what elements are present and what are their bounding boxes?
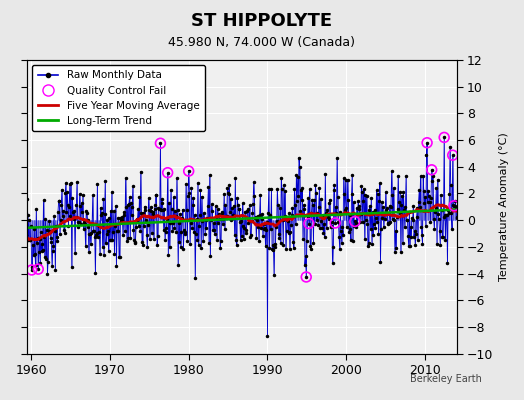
Long-Term Trend: [92, 222, 98, 227]
Long-Term Trend: [419, 209, 425, 214]
Quality Control Fail: [156, 140, 165, 146]
Quality Control Fail: [302, 274, 310, 280]
Quality Control Fail: [331, 220, 340, 226]
Text: 45.980 N, 74.000 W (Canada): 45.980 N, 74.000 W (Canada): [169, 36, 355, 49]
Long-Term Trend: [32, 225, 39, 230]
Quality Control Fail: [423, 140, 431, 146]
Long-Term Trend: [20, 226, 26, 230]
Five Year Moving Average: [92, 222, 99, 226]
Five Year Moving Average: [461, 206, 467, 210]
Five Year Moving Average: [165, 215, 171, 220]
Raw Monthly Data: [32, 263, 39, 268]
Raw Monthly Data: [420, 174, 427, 179]
Quality Control Fail: [450, 203, 458, 209]
Five Year Moving Average: [420, 208, 427, 213]
Long-Term Trend: [138, 220, 144, 225]
Long-Term Trend: [164, 220, 170, 224]
Quality Control Fail: [440, 134, 449, 140]
Text: ST HIPPOLYTE: ST HIPPOLYTE: [191, 12, 333, 30]
Quality Control Fail: [449, 152, 457, 158]
Raw Monthly Data: [441, 135, 447, 140]
Y-axis label: Temperature Anomaly (°C): Temperature Anomaly (°C): [499, 132, 509, 281]
Long-Term Trend: [461, 207, 467, 212]
Text: Berkeley Earth: Berkeley Earth: [410, 374, 482, 384]
Five Year Moving Average: [392, 213, 398, 218]
Quality Control Fail: [163, 170, 172, 176]
Five Year Moving Average: [33, 237, 39, 242]
Line: Five Year Moving Average: Five Year Moving Average: [23, 205, 464, 240]
Five Year Moving Average: [20, 236, 26, 241]
Quality Control Fail: [428, 167, 436, 173]
Raw Monthly Data: [92, 235, 98, 240]
Quality Control Fail: [34, 266, 42, 272]
Five Year Moving Average: [31, 237, 37, 242]
Raw Monthly Data: [138, 169, 144, 174]
Raw Monthly Data: [20, 218, 26, 223]
Quality Control Fail: [351, 218, 359, 225]
Raw Monthly Data: [461, 253, 467, 258]
Five Year Moving Average: [138, 214, 145, 219]
Line: Long-Term Trend: Long-Term Trend: [23, 209, 464, 228]
Legend: Raw Monthly Data, Quality Control Fail, Five Year Moving Average, Long-Term Tren: Raw Monthly Data, Quality Control Fail, …: [32, 65, 205, 131]
Raw Monthly Data: [264, 334, 270, 339]
Quality Control Fail: [184, 168, 193, 174]
Quality Control Fail: [27, 267, 36, 273]
Line: Raw Monthly Data: Raw Monthly Data: [21, 135, 466, 338]
Raw Monthly Data: [392, 250, 398, 254]
Five Year Moving Average: [435, 202, 441, 207]
Quality Control Fail: [304, 220, 313, 227]
Raw Monthly Data: [164, 216, 170, 221]
Long-Term Trend: [391, 210, 397, 215]
